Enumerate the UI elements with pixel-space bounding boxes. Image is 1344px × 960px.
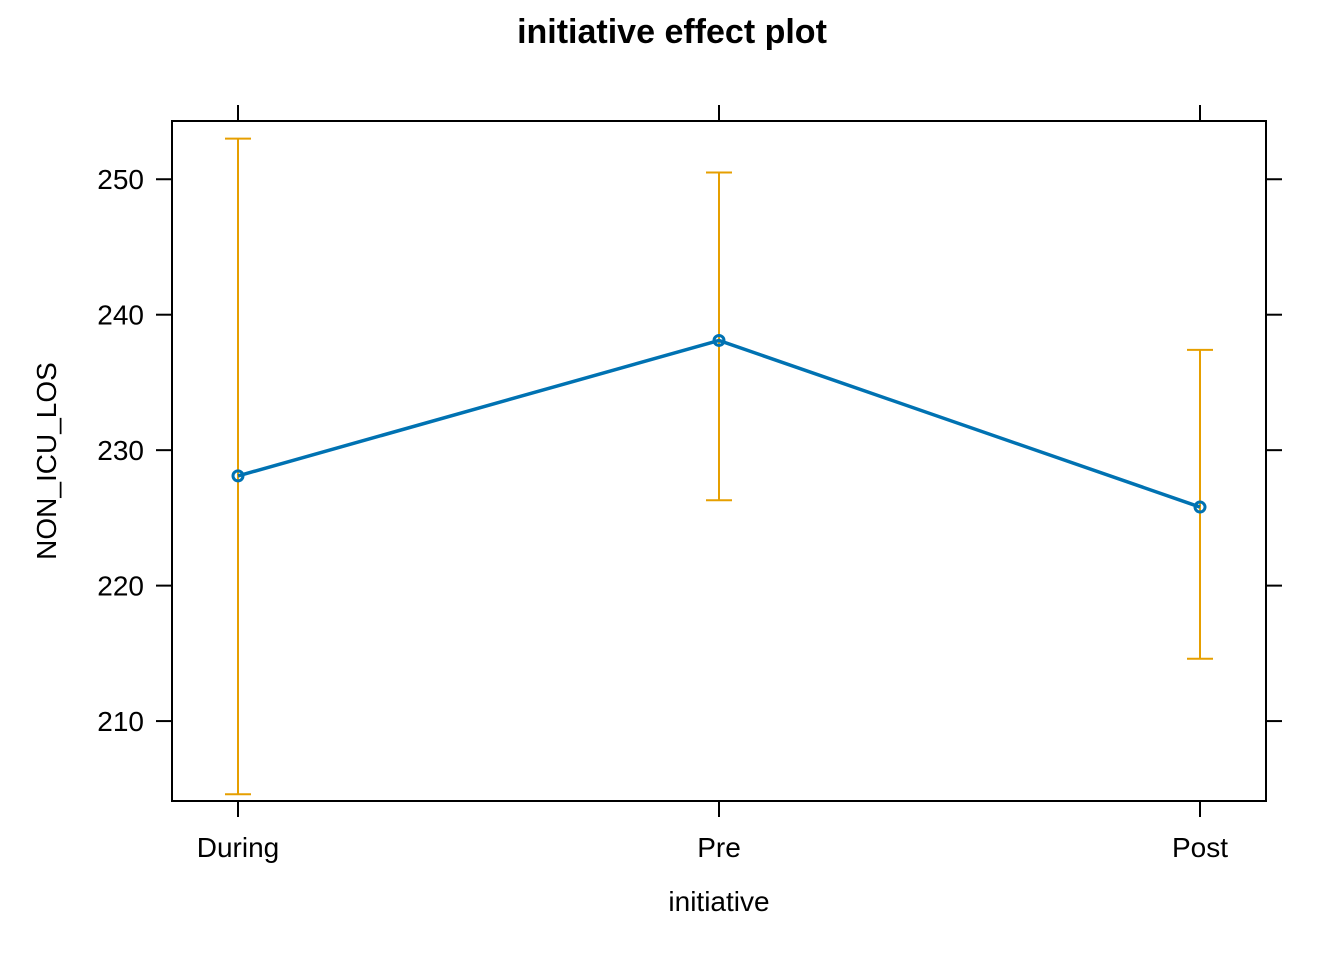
data-point-0 <box>231 469 245 483</box>
y-axis: 210 220 230 240 250 <box>97 164 1282 737</box>
y-tick-label-0: 210 <box>97 706 144 737</box>
y-tick-label-3: 240 <box>97 300 144 331</box>
x-axis-label: initiative <box>668 886 769 917</box>
series-line <box>237 338 1201 509</box>
x-tick-label-1: Pre <box>697 832 741 863</box>
y-axis-label: NON_ICU_LOS <box>31 362 62 560</box>
y-tick-label-2: 230 <box>97 435 144 466</box>
data-points <box>231 333 1207 514</box>
y-tick-label-4: 250 <box>97 164 144 195</box>
y-tick-label-1: 220 <box>97 571 144 602</box>
x-tick-label-0: During <box>197 832 279 863</box>
series-line-group <box>237 338 1201 509</box>
data-point-1 <box>712 333 726 347</box>
error-bars <box>225 137 1213 796</box>
data-point-2 <box>1193 500 1207 514</box>
x-tick-label-2: Post <box>1172 832 1228 863</box>
chart-title: initiative effect plot <box>517 13 827 51</box>
x-axis: During Pre Post <box>197 105 1228 863</box>
